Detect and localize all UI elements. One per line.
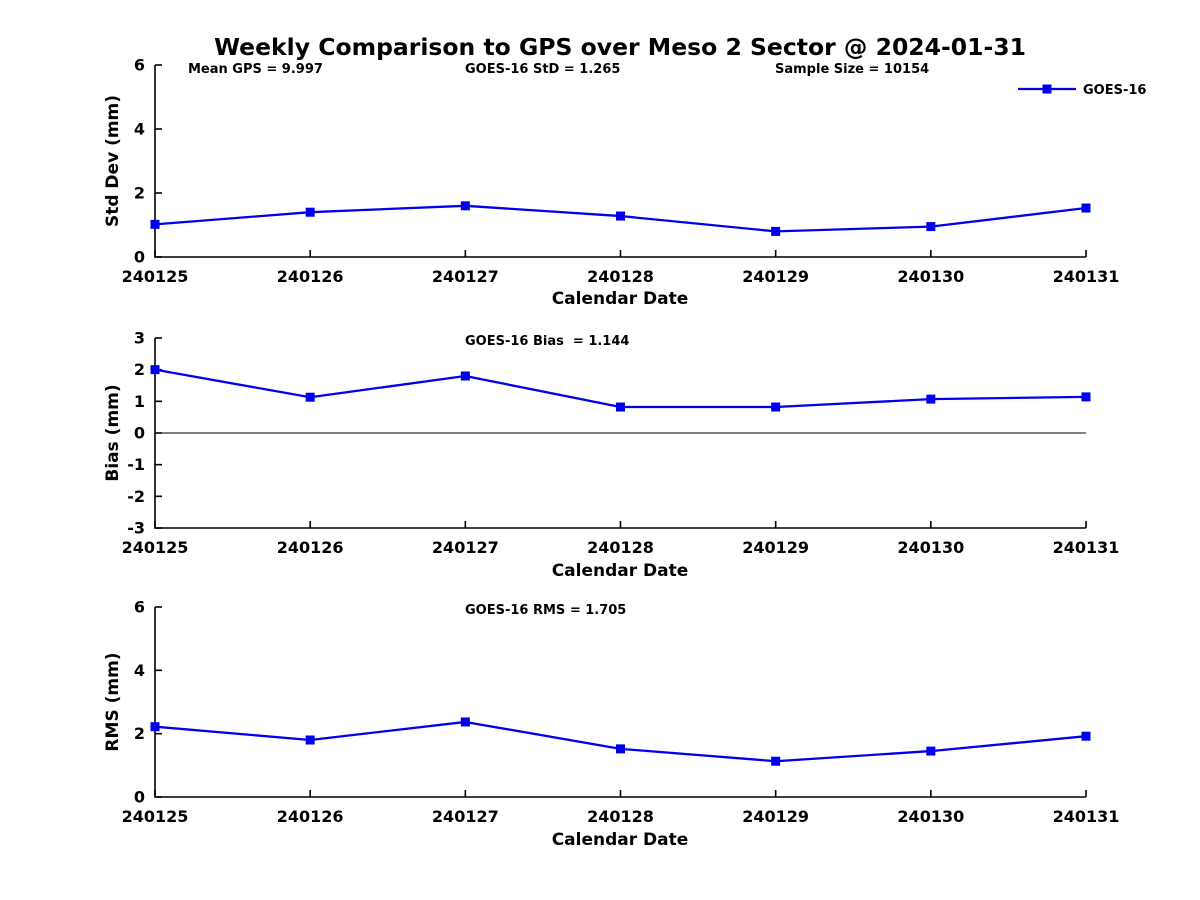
x-tick-label: 240129	[742, 538, 809, 557]
x-tick-label: 240126	[277, 267, 344, 286]
annotation-goes16-rms: GOES-16 RMS = 1.705	[465, 603, 626, 618]
y-tick-label: 3	[134, 329, 145, 348]
x-tick-label: 240131	[1053, 267, 1120, 286]
y-tick-label: 0	[134, 424, 145, 443]
subplot-rms: GOES-16 RMS = 1.705 RMS (mm) Calendar Da…	[103, 598, 1119, 851]
y-tick-label: 2	[134, 184, 145, 203]
data-point-marker	[771, 226, 781, 236]
y-tick-label: 2	[134, 360, 145, 379]
data-point-marker	[771, 756, 781, 766]
data-point-marker	[926, 746, 936, 756]
data-point-marker	[616, 211, 625, 221]
data-point-marker	[305, 392, 315, 402]
plot-area-bias: -3 -2 -1 0 1 2 3 240125 240126 240127 240128 240129…	[122, 329, 1120, 558]
y-tick-label: -3	[127, 519, 145, 538]
y-tick-label: 4	[134, 120, 145, 139]
y-tick-label: -1	[127, 455, 145, 474]
x-tick-label: 240126	[277, 538, 344, 557]
data-point-marker	[150, 219, 160, 229]
annotation-goes16-std: GOES-16 StD = 1.265	[465, 62, 620, 77]
y-tick-label: 2	[134, 724, 145, 743]
y-axis-label-stddev: Std Dev (mm)	[103, 95, 123, 227]
y-axis-label-rms: RMS (mm)	[103, 652, 123, 751]
y-axis-label-bias: Bias (mm)	[103, 384, 123, 481]
x-tick-label: 240129	[742, 267, 809, 286]
data-point-marker	[616, 402, 625, 412]
y-tick-label: -2	[127, 487, 145, 506]
subplot-stddev: Mean GPS = 9.997 GOES-16 StD = 1.265 Sam…	[103, 56, 1119, 310]
x-axis-label-calendar-date-2: Calendar Date	[552, 561, 689, 581]
data-point-marker	[616, 744, 625, 754]
subplot-bias: GOES-16 Bias = 1.144 Bias (mm) Calendar …	[103, 329, 1119, 582]
plot-area-rms: 0 2 4 6 240125 240126 240127 240128 240129 240130…	[122, 598, 1120, 827]
data-point-marker	[1081, 392, 1091, 402]
data-line	[154, 368, 1087, 409]
legend-marker-icon	[1042, 84, 1052, 94]
data-line	[154, 720, 1087, 763]
y-tick-label: 0	[134, 248, 145, 267]
legend: GOES-16	[1018, 83, 1146, 98]
data-point-marker	[771, 402, 781, 412]
plot-area-stddev: 0 2 4 6 240125 240126 240127 240128 240129 240130…	[122, 56, 1120, 287]
x-tick-label: 240131	[1053, 538, 1120, 557]
x-tick-label: 240130	[897, 807, 964, 826]
legend-label: GOES-16	[1083, 83, 1146, 98]
x-tick-label: 240128	[587, 538, 654, 557]
annotation-goes16-bias: GOES-16 Bias = 1.144	[465, 334, 629, 349]
y-tick-label: 6	[134, 56, 145, 75]
x-tick-label: 240126	[277, 807, 344, 826]
y-tick-label: 0	[134, 788, 145, 807]
x-tick-label: 240127	[432, 807, 499, 826]
data-point-marker	[150, 365, 160, 375]
x-tick-label: 240130	[897, 267, 964, 286]
data-point-marker	[150, 722, 160, 732]
x-tick-label: 240129	[742, 807, 809, 826]
x-tick-label: 240131	[1053, 807, 1120, 826]
annotation-mean-gps: Mean GPS = 9.997	[188, 62, 323, 77]
x-tick-label: 240125	[122, 538, 189, 557]
x-tick-label: 240127	[432, 267, 499, 286]
y-tick-label: 4	[134, 661, 145, 680]
data-point-marker	[305, 207, 315, 217]
x-tick-label: 240128	[587, 267, 654, 286]
x-tick-label: 240125	[122, 267, 189, 286]
y-tick-label: 6	[134, 598, 145, 617]
x-axis-label-calendar-date-1: Calendar Date	[552, 289, 689, 309]
x-tick-label: 240128	[587, 807, 654, 826]
data-point-marker	[305, 735, 315, 745]
x-axis-label-calendar-date-3: Calendar Date	[552, 830, 689, 850]
x-tick-label: 240130	[897, 538, 964, 557]
data-point-marker	[1081, 203, 1091, 213]
data-point-marker	[460, 201, 470, 211]
data-point-marker	[926, 394, 936, 404]
data-point-marker	[460, 717, 470, 727]
y-tick-label: 1	[134, 392, 145, 411]
data-point-marker	[460, 371, 470, 381]
x-tick-label: 240125	[122, 807, 189, 826]
data-point-marker	[926, 222, 936, 232]
annotation-sample-size: Sample Size = 10154	[775, 62, 929, 77]
chart-title: Weekly Comparison to GPS over Meso 2 Sec…	[214, 33, 1026, 61]
data-point-marker	[1081, 731, 1091, 741]
x-tick-label: 240127	[432, 538, 499, 557]
